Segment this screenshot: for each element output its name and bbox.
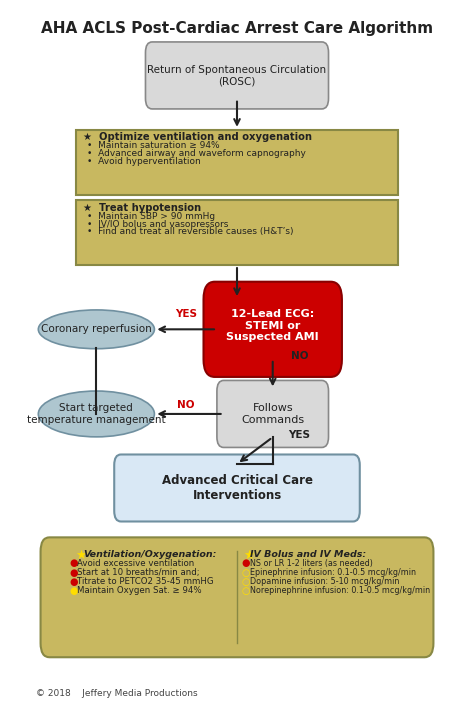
Text: Dopamine infusion: 5-10 mcg/kg/min: Dopamine infusion: 5-10 mcg/kg/min xyxy=(249,577,399,586)
Text: ★: ★ xyxy=(76,549,91,561)
Text: Ventilation/Oxygenation:: Ventilation/Oxygenation: xyxy=(83,551,216,559)
Text: IV Bolus and IV Meds:: IV Bolus and IV Meds: xyxy=(250,551,366,559)
Text: ○: ○ xyxy=(241,568,250,578)
Text: •  Maintain SBP > 90 mmHg: • Maintain SBP > 90 mmHg xyxy=(87,212,216,221)
Text: •  Avoid hyperventilation: • Avoid hyperventilation xyxy=(87,157,201,166)
Text: ★  Treat hypotension: ★ Treat hypotension xyxy=(83,203,201,213)
Text: Titrate to PETCO2 35-45 mmHG: Titrate to PETCO2 35-45 mmHG xyxy=(77,577,214,586)
Text: YES: YES xyxy=(174,309,197,319)
Text: AHA ACLS Post-Cardiac Arrest Care Algorithm: AHA ACLS Post-Cardiac Arrest Care Algori… xyxy=(41,21,433,35)
Text: Maintain Oxygen Sat. ≥ 94%: Maintain Oxygen Sat. ≥ 94% xyxy=(77,586,202,595)
Text: •  IV/IO bolus and vasopressors: • IV/IO bolus and vasopressors xyxy=(87,219,229,229)
FancyBboxPatch shape xyxy=(41,537,433,657)
Text: ★  Optimize ventilation and oxygenation: ★ Optimize ventilation and oxygenation xyxy=(83,132,312,142)
Text: 12-Lead ECG:
STEMI or
Suspected AMI: 12-Lead ECG: STEMI or Suspected AMI xyxy=(227,309,319,343)
Text: ●: ● xyxy=(70,559,78,569)
FancyBboxPatch shape xyxy=(76,130,398,195)
Text: ○: ○ xyxy=(241,586,250,596)
Text: Start targeted
temperature management: Start targeted temperature management xyxy=(27,403,166,425)
Text: Epinephrine infusion: 0.1-0.5 mcg/kg/min: Epinephrine infusion: 0.1-0.5 mcg/kg/min xyxy=(249,568,416,577)
Text: Follows
Commands: Follows Commands xyxy=(241,403,304,425)
FancyBboxPatch shape xyxy=(114,455,360,522)
Text: ○: ○ xyxy=(241,577,250,587)
Text: •  Maintain saturation ≥ 94%: • Maintain saturation ≥ 94% xyxy=(87,142,220,151)
Text: •  Advanced airway and waveform capnography: • Advanced airway and waveform capnograp… xyxy=(87,149,306,158)
FancyBboxPatch shape xyxy=(203,282,342,377)
Text: NO: NO xyxy=(291,351,308,361)
Text: NO: NO xyxy=(177,400,194,410)
Text: Norepinephrine infusion: 0.1-0.5 mcg/kg/min: Norepinephrine infusion: 0.1-0.5 mcg/kg/… xyxy=(249,586,429,595)
Ellipse shape xyxy=(38,391,155,437)
Text: YES: YES xyxy=(289,430,310,440)
FancyBboxPatch shape xyxy=(76,200,398,265)
Text: ★: ★ xyxy=(244,549,259,561)
Text: Advanced Critical Care
Interventions: Advanced Critical Care Interventions xyxy=(162,474,312,502)
Text: ●: ● xyxy=(241,559,250,569)
Text: NS or LR 1-2 liters (as needed): NS or LR 1-2 liters (as needed) xyxy=(249,559,373,568)
Text: ●: ● xyxy=(70,568,78,578)
FancyBboxPatch shape xyxy=(217,380,328,447)
Text: Return of Spontaneous Circulation
(ROSC): Return of Spontaneous Circulation (ROSC) xyxy=(147,64,327,86)
Text: © 2018    Jeffery Media Productions: © 2018 Jeffery Media Productions xyxy=(36,690,198,698)
FancyBboxPatch shape xyxy=(146,42,328,109)
Text: Start at 10 breaths/min and;: Start at 10 breaths/min and; xyxy=(77,568,200,577)
Text: Avoid excessive ventilation: Avoid excessive ventilation xyxy=(77,559,194,568)
Text: ●: ● xyxy=(70,577,78,587)
Text: ●: ● xyxy=(70,586,78,596)
Text: Coronary reperfusion: Coronary reperfusion xyxy=(41,324,152,334)
Ellipse shape xyxy=(38,310,155,349)
Text: •  Find and treat all reversible causes (H&T’s): • Find and treat all reversible causes (… xyxy=(87,227,294,236)
